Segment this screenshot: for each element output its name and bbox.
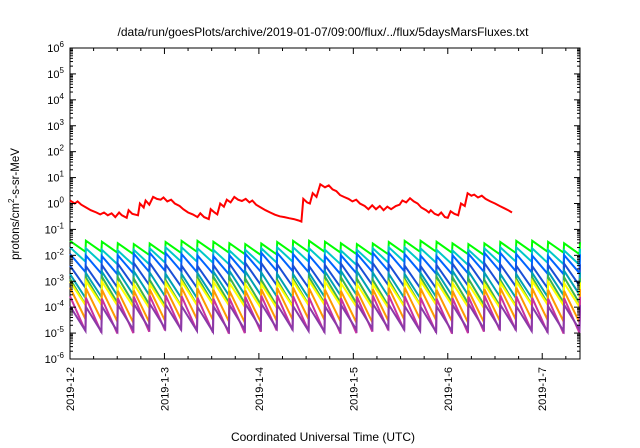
y-tick-label: 10-2	[45, 247, 65, 262]
y-tick-label: 100	[47, 196, 64, 211]
y-tick-label: 105	[47, 66, 64, 81]
y-tick-label: 10-1	[45, 221, 65, 236]
series-line	[69, 300, 581, 336]
series-layer	[69, 182, 581, 336]
y-axis-label-sup: 2	[7, 198, 16, 203]
x-axis: 2019-1-2 2019-1-3 2019-1-4 2019-1-5 2019-1-6…	[65, 48, 567, 411]
y-tick-label: 101	[47, 170, 64, 185]
x-tick-label: 2019-1-6	[443, 367, 455, 411]
y-tick-label: 106	[47, 40, 64, 55]
y-tick-label: 10-5	[45, 325, 65, 340]
y-tick-label: 102	[47, 144, 64, 159]
y-axis-label: protons/cm2-s-sr-MeV	[7, 148, 22, 260]
y-tick-label: 10-3	[45, 273, 65, 288]
x-axis-label: Coordinated Universal Time (UTC)	[231, 430, 415, 444]
y-tick-label: 10-6	[45, 351, 65, 366]
y-axis-label-suffix: -s-sr-MeV	[10, 148, 22, 199]
chart-title: /data/run/goesPlots/archive/2019-01-07/0…	[118, 25, 530, 39]
y-axis-label-prefix: protons/cm	[10, 203, 22, 260]
y-tick-label: 104	[47, 92, 64, 107]
x-tick-label: 2019-1-4	[254, 367, 266, 411]
x-tick-label: 2019-1-7	[537, 367, 549, 411]
x-tick-label: 2019-1-3	[159, 367, 171, 411]
y-tick-label: 10-4	[45, 299, 65, 314]
series-line	[69, 182, 513, 224]
x-tick-label: 2019-1-5	[348, 367, 360, 411]
x-tick-label: 2019-1-2	[65, 367, 77, 411]
plot-area: 106 105 104 103 102 101 100 10-1 10-2 10-3 10-4 10-…	[45, 40, 581, 411]
y-axis: 106 105 104 103 102 101 100 10-1 10-2 10-3 10-4 10-…	[45, 40, 580, 366]
y-tick-label: 103	[47, 118, 64, 133]
